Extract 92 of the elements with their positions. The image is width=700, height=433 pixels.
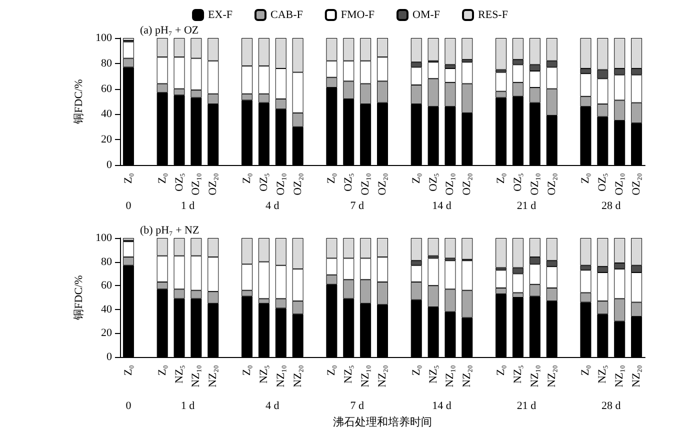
x-tick-label: NZ₅ (596, 364, 609, 384)
bar (496, 238, 507, 268)
x-tick-label: OZ₂₀ (546, 172, 558, 196)
y-tick-label: 100 (96, 32, 112, 44)
y-tick-label: 80 (101, 256, 112, 268)
legend-label: RES-F (478, 9, 508, 21)
x-tick-label: NZ₅ (342, 364, 355, 384)
x-axis-title: 沸石处理和培养时间 (333, 416, 432, 428)
x-tick-label: OZ₅ (173, 172, 186, 192)
x-tick-label: Z₀ (156, 364, 168, 376)
x-tick-label: Z₀ (410, 364, 422, 376)
legend-label: FMO-F (340, 9, 375, 21)
bar (444, 38, 456, 65)
y-tick-label: 40 (101, 108, 112, 120)
chart-title: (a) pH₇ + OZ (140, 24, 199, 36)
x-tick-label: Z₀ (122, 364, 134, 376)
x-tick-label: OZ₂₀ (207, 172, 220, 196)
y-tick-label: 20 (101, 327, 112, 340)
x-tick-label: OZ₁₀ (360, 172, 372, 196)
bar (462, 38, 473, 60)
x-tick-label: OZ₅ (596, 172, 609, 192)
bar (496, 38, 507, 70)
x-tick-label: OZ₁₀ (274, 172, 287, 196)
x-tick-label: NZ₂₀ (376, 364, 388, 388)
y-axis-title: 铜FDC/% (73, 275, 86, 321)
x-tick-label: NZ₂₀ (292, 364, 304, 388)
x-tick-label: OZ₅ (258, 172, 270, 192)
x-tick-label: OZ₂₀ (376, 172, 388, 196)
x-tick-label: Z₀ (580, 172, 592, 184)
x-tick-label: Z₀ (241, 172, 254, 184)
y-tick-label: 100 (96, 232, 112, 244)
x-tick-label: OZ₅ (427, 172, 440, 192)
x-tick-label: Z₀ (326, 172, 338, 184)
y-tick-label: 0 (106, 351, 112, 363)
text: 28 d (602, 200, 622, 212)
x-tick-label: NZ₁₀ (190, 364, 202, 388)
x-tick-label: OZ₁₀ (444, 172, 456, 196)
text: 4 d (266, 200, 280, 212)
legend-label: EX-F (208, 9, 232, 21)
text: 14 d (432, 400, 452, 412)
text: 21 d (516, 400, 537, 412)
chart-title: (b) pH₇ + NZ (140, 224, 200, 236)
x-tick-label: NZ₅ (427, 364, 440, 384)
y-tick-label: 0 (106, 159, 112, 171)
x-tick-label: NZ₅ (173, 364, 186, 384)
bar (428, 238, 439, 256)
x-tick-label: NZ₂₀ (546, 364, 558, 388)
x-tick-label: OZ₂₀ (292, 172, 304, 196)
x-tick-label: NZ₂₀ (207, 364, 220, 388)
y-tick-label: 60 (101, 82, 112, 95)
x-tick-label: OZ₁₀ (190, 172, 202, 196)
x-tick-label: OZ₁₀ (614, 172, 626, 196)
x-tick-label: NZ₅ (512, 364, 524, 384)
text: 1 d (180, 200, 196, 212)
x-tick-label: Z₀ (495, 172, 508, 184)
x-tick-label: OZ₅ (342, 172, 355, 192)
text: 1 d (180, 400, 196, 412)
x-tick-label: Z₀ (580, 364, 592, 376)
x-tick-label: Z₀ (410, 172, 422, 184)
x-tick-label: OZ₂₀ (630, 172, 643, 196)
y-tick-label: 40 (101, 303, 112, 316)
y-tick-label: 60 (101, 280, 112, 292)
x-tick-label: NZ₂₀ (461, 364, 474, 388)
x-tick-label: Z₀ (241, 364, 254, 376)
x-tick-label: Z₀ (495, 364, 508, 376)
x-tick-label: OZ₅ (512, 172, 524, 192)
x-tick-label: Z₀ (156, 172, 168, 184)
text: 7 d (350, 200, 364, 212)
y-axis-title: 铜FDC/% (73, 79, 86, 125)
legend-label: OM-F (412, 9, 440, 21)
x-tick-label: NZ₁₀ (614, 364, 626, 388)
y-tick-label: 80 (101, 57, 112, 70)
x-tick-label: NZ₁₀ (444, 364, 456, 388)
x-tick-label: Z₀ (326, 364, 338, 376)
x-tick-label: NZ₂₀ (630, 364, 643, 388)
x-tick-label: NZ₁₀ (360, 364, 372, 388)
bar (444, 238, 456, 258)
x-tick-label: Z₀ (122, 172, 134, 184)
x-tick-label: NZ₅ (258, 364, 270, 384)
text: 14 d (432, 200, 452, 212)
legend-label: CAB-F (270, 9, 303, 21)
x-tick-label: OZ₁₀ (528, 172, 541, 196)
x-tick-label: OZ₂₀ (461, 172, 474, 196)
text: 21 d (516, 200, 537, 212)
y-tick-label: 20 (101, 134, 112, 146)
text: 0 (126, 400, 132, 412)
text: 4 d (266, 400, 280, 412)
x-tick-label: NZ₁₀ (528, 364, 541, 388)
text: 7 d (350, 400, 364, 412)
x-tick-label: NZ₁₀ (274, 364, 287, 388)
text: 28 d (602, 400, 622, 412)
text: 0 (126, 200, 132, 212)
